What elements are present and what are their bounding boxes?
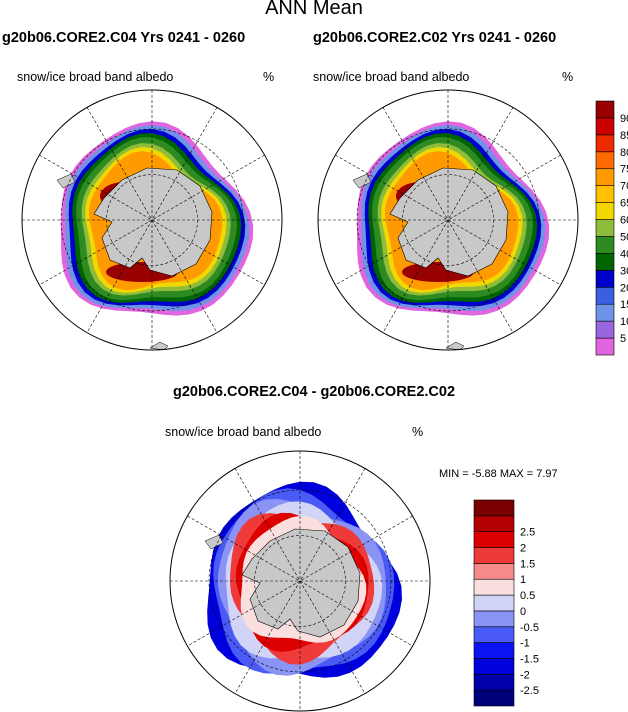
south-america-tip bbox=[204, 534, 224, 550]
cbar-albedo-swatch bbox=[595, 320, 615, 339]
map-outline bbox=[169, 450, 431, 712]
case-title-left: g20b06.CORE2.C04 Yrs 0241 - 0260 bbox=[2, 30, 246, 46]
cbar-diff-swatch bbox=[473, 499, 515, 517]
diff-variable-label: snow/ice broad band albedo bbox=[165, 425, 322, 439]
colorbar-difference: -2.5 -2 -1.5 -1 -0.5 0 0.5 1 1.5 2 2.5 bbox=[473, 499, 539, 707]
south-america-tip bbox=[352, 173, 372, 189]
cbar-albedo-tick-label: 20 bbox=[620, 282, 628, 294]
cbar-albedo-tick-label: 50 bbox=[620, 231, 628, 243]
map-outline bbox=[317, 89, 579, 351]
cbar-albedo-tick-label: 75 bbox=[620, 164, 628, 176]
cbar-diff-swatch bbox=[473, 531, 515, 548]
cbar-albedo-tick-label: 65 bbox=[620, 198, 628, 210]
cbar-albedo-swatch bbox=[595, 270, 615, 288]
right-units-label: % bbox=[562, 70, 574, 84]
cbar-albedo-swatch bbox=[595, 185, 615, 203]
map-left bbox=[22, 90, 282, 350]
south-america-tip bbox=[56, 173, 76, 189]
map-right bbox=[318, 90, 578, 350]
diff-minmax-label: MIN = -5.88 MAX = 7.97 bbox=[439, 468, 558, 480]
cbar-albedo-swatch bbox=[595, 134, 615, 153]
cbar-albedo-tick-label: 85 bbox=[620, 130, 628, 142]
meridian-line bbox=[335, 154, 561, 286]
cbar-albedo-tick-label: 60 bbox=[620, 215, 628, 227]
left-units-label: % bbox=[263, 70, 275, 84]
cbar-albedo-swatch bbox=[595, 151, 615, 170]
cbar-albedo-swatch bbox=[595, 337, 615, 356]
colorbar-albedo: 5 10 15 20 30 40 50 60 65 70 75 80 85 90 bbox=[595, 100, 628, 356]
cbar-albedo-tick-label: 30 bbox=[620, 265, 628, 277]
cbar-diff-tick-label: -2.5 bbox=[520, 685, 539, 697]
cbar-albedo-tick-label: 70 bbox=[620, 181, 628, 193]
map-diff bbox=[170, 451, 430, 711]
cbar-diff-tick-label: 1.5 bbox=[520, 558, 535, 570]
cbar-diff-swatch bbox=[473, 563, 515, 580]
cbar-diff-swatch bbox=[473, 626, 515, 643]
cbar-diff-swatch bbox=[473, 642, 515, 659]
cbar-albedo-swatch bbox=[595, 253, 615, 271]
meridian-line bbox=[39, 154, 265, 286]
diff-title: g20b06.CORE2.C04 - g20b06.CORE2.C02 bbox=[172, 384, 456, 400]
cbar-albedo-tick-label: 5 bbox=[620, 333, 626, 345]
cbar-diff-swatch bbox=[473, 515, 515, 532]
cbar-diff-swatch bbox=[473, 610, 515, 628]
cbar-albedo-tick-label: 15 bbox=[620, 299, 628, 311]
main-title: ANN Mean bbox=[265, 0, 363, 19]
meridian-line bbox=[187, 515, 413, 647]
cbar-diff-tick-label: 0.5 bbox=[520, 590, 535, 602]
cbar-albedo-tick-label: 90 bbox=[620, 113, 628, 125]
cbar-albedo-swatch bbox=[595, 100, 615, 119]
left-variable-label: snow/ice broad band albedo bbox=[17, 70, 174, 84]
cbar-albedo-swatch bbox=[595, 219, 615, 237]
diff-units-label: % bbox=[412, 425, 424, 439]
cbar-diff-swatch bbox=[473, 689, 515, 707]
cbar-albedo-swatch bbox=[595, 202, 615, 220]
cbar-diff-swatch bbox=[473, 674, 515, 691]
cbar-diff-swatch bbox=[473, 658, 515, 675]
cbar-diff-tick-label: -2 bbox=[520, 669, 530, 681]
case-title-right: g20b06.CORE2.C02 Yrs 0241 - 0260 bbox=[313, 30, 557, 46]
map-outline bbox=[21, 89, 283, 351]
cbar-diff-tick-label: 0 bbox=[520, 606, 526, 618]
cbar-diff-swatch bbox=[473, 547, 515, 564]
cbar-albedo-tick-label: 80 bbox=[620, 147, 628, 159]
cbar-diff-tick-label: 2.5 bbox=[520, 527, 535, 539]
cbar-diff-tick-label: -0.5 bbox=[520, 622, 539, 634]
cbar-albedo-swatch bbox=[595, 303, 615, 322]
cbar-diff-tick-label: 1 bbox=[520, 574, 526, 586]
cbar-diff-tick-label: -1.5 bbox=[520, 653, 539, 665]
cbar-albedo-swatch bbox=[595, 168, 615, 186]
cbar-diff-swatch bbox=[473, 594, 515, 612]
right-variable-label: snow/ice broad band albedo bbox=[313, 70, 470, 84]
cbar-albedo-tick-label: 40 bbox=[620, 248, 628, 260]
cbar-albedo-swatch bbox=[595, 286, 615, 305]
cbar-albedo-swatch bbox=[595, 236, 615, 254]
cbar-diff-tick-label: -1 bbox=[520, 638, 530, 650]
cbar-diff-tick-label: 2 bbox=[520, 543, 526, 555]
cbar-albedo-swatch bbox=[595, 117, 615, 136]
cbar-albedo-tick-label: 10 bbox=[620, 316, 628, 328]
cbar-diff-swatch bbox=[473, 578, 515, 596]
